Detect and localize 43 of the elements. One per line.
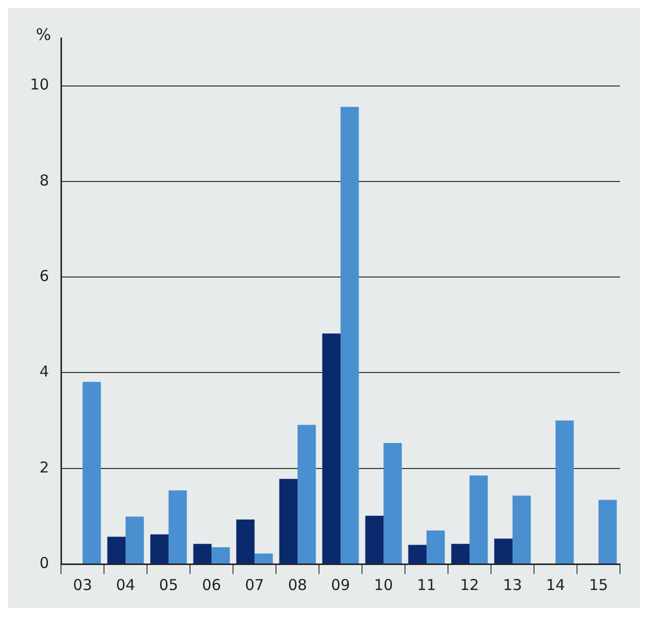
bar — [212, 547, 230, 564]
x-tick-label: 05 — [159, 576, 178, 594]
x-tick-label: 11 — [416, 576, 436, 594]
x-tick-label: 13 — [502, 576, 522, 594]
x-tick-label: 07 — [245, 576, 264, 594]
bar — [451, 544, 470, 564]
x-tick-label: 10 — [374, 576, 394, 594]
bar — [384, 443, 402, 564]
x-tick-label: 08 — [288, 576, 308, 594]
bar — [556, 420, 574, 564]
bar — [107, 536, 126, 564]
y-tick-label: 6 — [40, 266, 50, 285]
bar — [512, 496, 531, 564]
x-tick-label: 09 — [330, 576, 350, 594]
bar — [298, 424, 316, 564]
bar — [193, 544, 212, 564]
bar — [150, 534, 169, 564]
bar — [494, 538, 513, 564]
x-tick-label: 14 — [546, 576, 566, 594]
x-tick-label: 12 — [460, 576, 480, 594]
bar — [236, 520, 255, 564]
bar — [340, 106, 359, 564]
bar — [408, 544, 427, 564]
bar — [279, 478, 298, 564]
bar — [82, 382, 101, 564]
x-tick-label: 03 — [73, 576, 92, 594]
x-tick-label: 06 — [202, 576, 222, 594]
y-tick-label: 0 — [40, 554, 50, 572]
bar — [426, 530, 445, 564]
bar — [126, 516, 144, 564]
bar — [365, 516, 384, 564]
bar — [470, 476, 488, 564]
bar — [168, 490, 187, 564]
y-axis-title: % — [36, 25, 52, 44]
x-tick-label: 04 — [116, 576, 136, 594]
y-tick-label: 4 — [40, 362, 50, 381]
y-tick-label: 10 — [30, 76, 50, 94]
x-tick-label: 15 — [588, 576, 608, 594]
bar — [322, 334, 341, 564]
bar — [254, 553, 273, 564]
y-tick-label: 8 — [40, 171, 50, 190]
y-tick-label: 2 — [40, 458, 50, 476]
bar — [598, 500, 617, 564]
